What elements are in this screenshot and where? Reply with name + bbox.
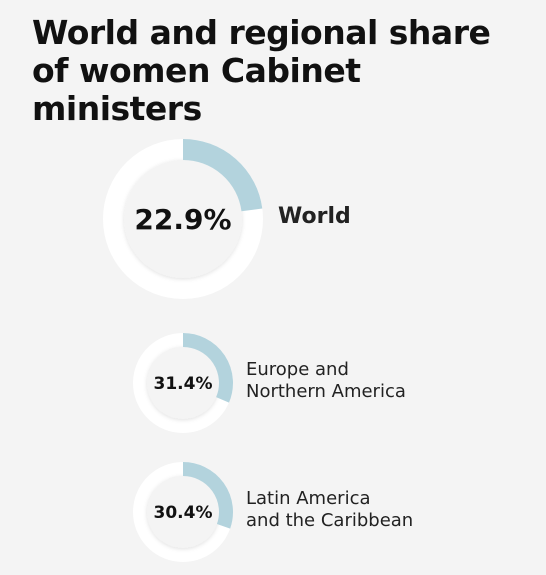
donut-slice — [182, 139, 263, 212]
donut-hole — [147, 476, 219, 548]
value-label: 31.4% — [154, 374, 213, 394]
donut-hole — [147, 347, 219, 419]
value-label: 30.4% — [154, 503, 213, 523]
donut-slice — [182, 333, 233, 403]
donut-slice — [182, 462, 233, 529]
donut-hole — [124, 160, 242, 278]
value-label: 22.9% — [134, 203, 231, 236]
category-label: Latin America and the Caribbean — [246, 488, 414, 531]
category-label: Europe and Northern America — [246, 359, 406, 402]
title: World and regional share of women Cabine… — [32, 13, 491, 128]
category-label: World — [278, 203, 351, 229]
